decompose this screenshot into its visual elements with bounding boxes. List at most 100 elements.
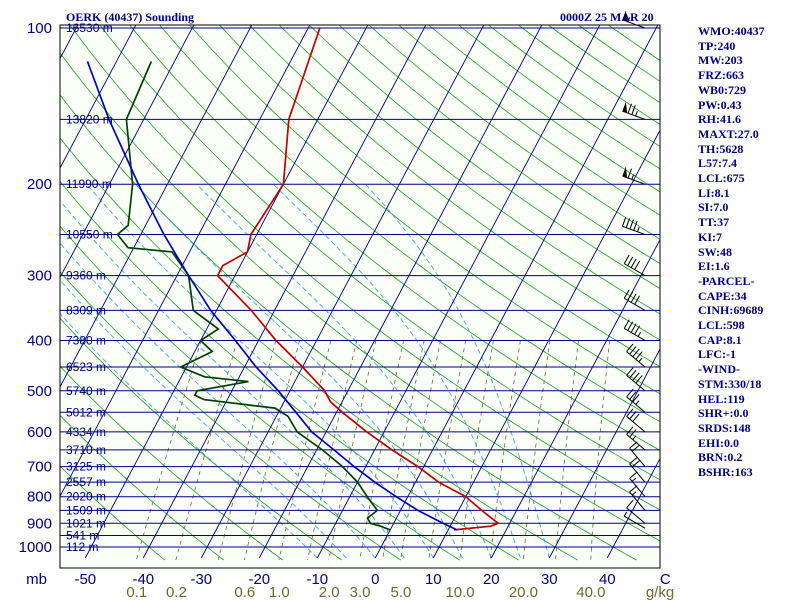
height-label: 5740 m [66, 384, 106, 398]
isotherm [258, 25, 543, 559]
stat-line: CINH:69689 [698, 303, 764, 318]
dry-adiabat [308, 25, 660, 289]
stat-line: LCL:675 [698, 171, 745, 186]
stat-line: BRN:0.2 [698, 450, 743, 465]
isotherm [490, 238, 660, 559]
temperature-tick-label: 40 [599, 571, 616, 588]
height-label: 8309 m [66, 303, 106, 317]
isotherm [316, 25, 601, 559]
mixing-ratio-tick-label: 20.0 [509, 584, 538, 600]
mixing-ratio-line [555, 340, 579, 561]
mixing-ratio-tick-label: 0.2 [166, 584, 187, 600]
dewpoint-trace [116, 61, 391, 531]
mixing-ratio-line [400, 340, 441, 561]
moist-adiabat [60, 242, 376, 559]
plot-frame [59, 24, 661, 569]
stat-line: WMO:40437 [698, 24, 765, 38]
stat-line: MW:203 [698, 53, 743, 68]
stat-line: L57:7.4 [698, 156, 737, 171]
temperature-tick-label: 0 [371, 571, 379, 588]
stat-line: LFC:-1 [698, 347, 736, 362]
mixing-ratio-line [307, 340, 358, 561]
stat-line: SI:7.0 [698, 200, 729, 215]
isotherm [200, 25, 485, 559]
moist-adiabat [86, 183, 434, 559]
mixing-ratio-line [459, 340, 494, 561]
wind-barb [623, 254, 646, 277]
mixing-ratio-axis-label: g/kg [646, 584, 674, 600]
moist-adiabat [135, 183, 463, 559]
height-label: 9360 m [66, 269, 106, 283]
pressure-tick-label: 400 [27, 332, 52, 349]
stat-line: SHR+:0.0 [698, 406, 749, 421]
wind-barb [626, 388, 646, 413]
temperature-tick-label: -10 [306, 571, 328, 588]
stat-line: STM:330/18 [698, 376, 762, 391]
wind-barb [626, 367, 646, 392]
height-label: 5012 m [66, 405, 106, 419]
mixing-ratio-line [489, 340, 521, 561]
wind-barb [626, 426, 646, 451]
wind-barb [622, 166, 646, 185]
stat-line: CAP:8.1 [698, 332, 742, 347]
isotherm [142, 25, 427, 559]
wind-barb [626, 343, 646, 368]
temperature-tick-label: 30 [541, 571, 558, 588]
temperature-tick-label: -50 [74, 571, 96, 588]
pressure-tick-label: 600 [27, 424, 52, 441]
pressure-tick-label: 200 [27, 176, 52, 193]
stat-line: HEL:119 [698, 391, 745, 406]
mixing-ratio-line [359, 340, 405, 561]
mixing-ratio-tick-label: 2.0 [319, 584, 340, 600]
height-label: 16530 m [66, 21, 113, 35]
mixing-ratio-tick-label: 0.6 [234, 584, 255, 600]
isotherm [606, 457, 660, 559]
height-label: 2557 m [66, 475, 106, 489]
wind-barb [623, 319, 646, 341]
pressure-tick-label: 100 [27, 20, 52, 37]
mixing-ratio-line [328, 340, 377, 561]
isotherm [84, 25, 369, 559]
height-label: 4334 m [66, 425, 106, 439]
mixing-ratio-tick-label: 40.0 [576, 584, 605, 600]
wind-barb [622, 101, 646, 120]
dry-adiabat [248, 25, 660, 341]
stat-line: SRDS:148 [698, 420, 751, 435]
height-label: 6523 m [66, 360, 106, 374]
height-label: 1021 m [66, 516, 106, 530]
isotherm [60, 25, 137, 169]
mixing-ratio-tick-label: 1.0 [269, 584, 290, 600]
parcel-trace [86, 61, 458, 531]
isotherm [60, 25, 311, 498]
height-label: 13820 m [66, 112, 113, 126]
pressure-tick-label: 900 [27, 515, 52, 532]
dry-adiabat [338, 25, 660, 265]
pressure-tick-label: 1000 [19, 539, 52, 556]
pressure-axis-label: mb [26, 571, 47, 588]
stat-line: MAXT:27.0 [698, 126, 759, 141]
mixing-ratio-tick-label: 5.0 [390, 584, 411, 600]
stat-line: TH:5628 [698, 141, 744, 156]
chart-timestamp: 0000Z 25 MAR 20 [560, 10, 654, 24]
moist-adiabat [365, 183, 550, 559]
stat-line: SW:48 [698, 244, 733, 259]
height-label: 1509 m [66, 503, 106, 517]
wind-barb [629, 471, 646, 498]
wind-barb [622, 10, 646, 29]
wind-barb [623, 289, 646, 311]
isotherm [548, 348, 660, 559]
wind-barb [629, 456, 646, 483]
temperature-trace [216, 27, 500, 531]
stat-line: FRZ:663 [698, 68, 744, 83]
moist-adiabat [60, 279, 347, 559]
height-label: 11990 m [66, 177, 112, 191]
stat-line: CAPE:34 [698, 288, 747, 303]
height-label: 7380 m [66, 333, 106, 347]
isotherm [60, 25, 195, 279]
dry-adiabat [159, 25, 660, 423]
wind-barb [626, 408, 646, 433]
pressure-tick-label: 700 [27, 459, 52, 476]
dry-adiabat [99, 25, 660, 481]
stat-line: BSHR:163 [698, 465, 753, 480]
dry-adiabat [218, 25, 660, 368]
